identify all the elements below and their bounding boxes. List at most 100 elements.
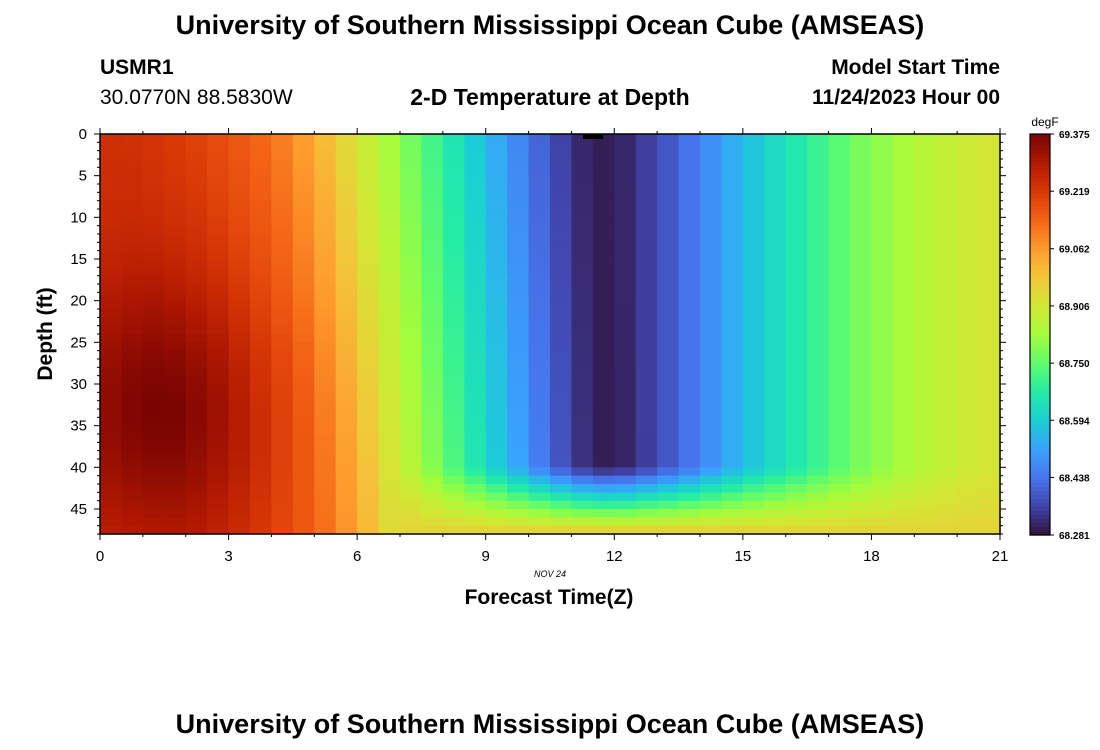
heatmap-cell <box>571 134 594 143</box>
heatmap-cell <box>421 142 444 152</box>
heatmap-cell <box>614 342 637 352</box>
heatmap-cell <box>742 325 765 335</box>
heatmap-cell <box>957 275 980 285</box>
heatmap-cell <box>785 359 808 368</box>
heatmap-cell <box>935 234 958 243</box>
heatmap-cell <box>228 317 251 327</box>
heatmap-cell <box>100 450 123 460</box>
heatmap-cell <box>742 334 765 343</box>
heatmap-cell <box>785 225 808 235</box>
heatmap-cell <box>250 384 273 393</box>
heatmap-cell <box>164 225 187 235</box>
heatmap-cell <box>378 175 401 185</box>
heatmap-cell <box>421 375 444 385</box>
heatmap-cell <box>657 209 680 218</box>
heatmap-cell <box>528 159 551 168</box>
heatmap-cell <box>785 450 808 460</box>
heatmap-cell <box>421 150 444 160</box>
heatmap-cell <box>292 167 315 177</box>
heatmap-cell <box>271 392 294 402</box>
heatmap-cell <box>400 275 423 285</box>
heatmap-cell <box>721 517 744 527</box>
heatmap-cell <box>464 450 487 460</box>
heatmap-cell <box>742 442 765 452</box>
heatmap-cell <box>850 459 873 468</box>
heatmap-cell <box>957 325 980 335</box>
heatmap-cell <box>464 342 487 352</box>
heatmap-cell <box>957 317 980 327</box>
heatmap-cell <box>464 200 487 210</box>
heatmap-cell <box>635 159 658 168</box>
heatmap-cell <box>507 317 530 327</box>
heatmap-cell <box>142 484 165 493</box>
heatmap-cell <box>442 284 465 293</box>
heatmap-cell <box>764 459 787 468</box>
heatmap-cell <box>357 209 380 218</box>
heatmap-cell <box>592 392 615 402</box>
heatmap-cell <box>957 342 980 352</box>
colorbar-segment <box>1030 190 1050 195</box>
colorbar-segment <box>1030 270 1050 275</box>
heatmap-cell <box>142 375 165 385</box>
heatmap-cell <box>400 459 423 468</box>
heatmap-cell <box>142 184 165 193</box>
y-tick-label: 10 <box>70 209 87 226</box>
heatmap-cell <box>207 192 230 202</box>
heatmap-cell <box>721 134 744 143</box>
heatmap-cell <box>100 434 123 443</box>
heatmap-cell <box>721 442 744 452</box>
x-tick-label: 18 <box>863 548 880 565</box>
heatmap-cell <box>742 142 765 152</box>
heatmap-cell <box>464 309 487 318</box>
heatmap-cell <box>400 134 423 143</box>
heatmap-cell <box>314 517 337 527</box>
heatmap-cell <box>978 200 1001 210</box>
heatmap-cell <box>228 159 251 168</box>
heatmap-cell <box>764 150 787 160</box>
heatmap-cell <box>335 292 358 302</box>
heatmap-cell <box>271 234 294 243</box>
heatmap-cell <box>378 217 401 227</box>
heatmap-cell <box>335 392 358 402</box>
heatmap-cell <box>421 475 444 485</box>
heatmap-cell <box>271 417 294 427</box>
heatmap-cell <box>828 409 851 418</box>
heatmap-cell <box>335 159 358 168</box>
heatmap-cell <box>400 359 423 368</box>
heatmap-cell <box>871 317 894 327</box>
heatmap-cell <box>314 317 337 327</box>
heatmap-cell <box>314 242 337 252</box>
heatmap-cell <box>421 175 444 185</box>
heatmap-cell <box>742 459 765 468</box>
heatmap-cell <box>335 359 358 368</box>
heatmap-cell <box>935 484 958 493</box>
heatmap-cell <box>678 284 701 293</box>
heatmap-cell <box>421 317 444 327</box>
heatmap-cell <box>807 359 830 368</box>
heatmap-cell <box>250 484 273 493</box>
heatmap-cell <box>721 509 744 518</box>
heatmap-cell <box>785 242 808 252</box>
heatmap-cell <box>250 525 273 535</box>
heatmap-cell <box>292 517 315 527</box>
heatmap-cell <box>550 259 573 268</box>
heatmap-cell <box>871 367 894 377</box>
heatmap-cell <box>142 450 165 460</box>
heatmap-cell <box>485 250 508 260</box>
heatmap-cell <box>571 450 594 460</box>
heatmap-cell <box>121 284 144 293</box>
heatmap-cell <box>657 150 680 160</box>
colorbar-segment <box>1030 302 1050 308</box>
heatmap-cell <box>914 467 937 477</box>
heatmap-cell <box>742 200 765 210</box>
heatmap-cell <box>400 425 423 435</box>
heatmap-cell <box>121 392 144 402</box>
heatmap-cell <box>164 350 187 360</box>
heatmap-cell <box>657 234 680 243</box>
heatmap-cell <box>571 409 594 418</box>
heatmap-cell <box>657 184 680 193</box>
heatmap-cell <box>142 267 165 277</box>
heatmap-cell <box>335 375 358 385</box>
heatmap-cell <box>378 359 401 368</box>
heatmap-cell <box>871 200 894 210</box>
